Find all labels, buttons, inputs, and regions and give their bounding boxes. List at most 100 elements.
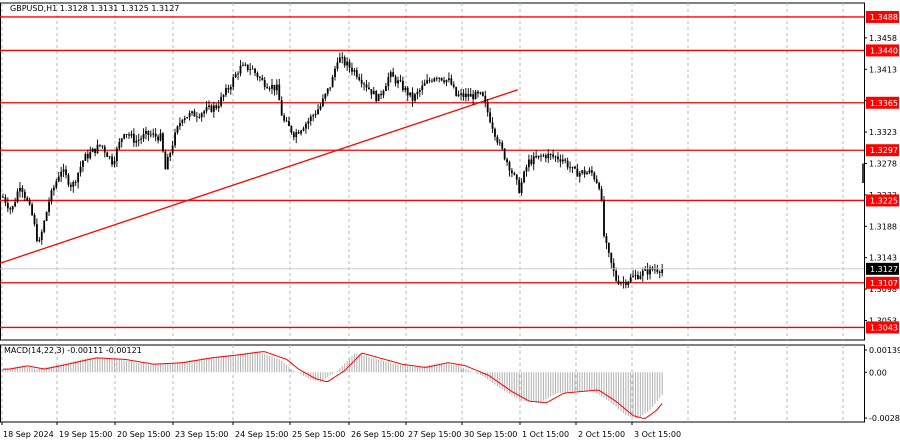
candle-body [515,174,518,180]
candle-body [69,184,72,187]
candle-body [266,87,269,89]
candle-body [448,78,450,80]
candle-body [52,187,55,191]
candle-body [312,115,315,117]
candle-body [394,76,397,84]
price-panel: GBPUSD,H1 1.3128 1.3131 1.3125 1.3127 [0,4,864,329]
candle-body [210,105,213,112]
candle-body [96,144,99,153]
candle-body [317,109,319,115]
candle-body [212,105,215,112]
y-tick-label: 1.3098 [869,285,897,294]
candle-body [227,88,230,90]
candle-body [496,136,499,143]
candle-body [125,134,128,135]
candle-body [506,159,508,163]
candle-body [186,117,189,119]
candle-body [9,208,12,210]
x-tick-label: 25 Sep 15:00 [292,430,345,439]
candle-body [656,269,659,272]
candle-body [530,159,533,165]
candle-body [188,113,191,118]
macd-signal-line [3,351,663,419]
candle-body [421,85,424,91]
candle-body [353,70,356,72]
macd-label: MACD(14,22,3) -0.00111 -0.00121 [4,346,142,355]
candle-body [295,132,298,138]
candle-body [2,196,4,198]
candle-body [200,113,203,118]
candle-body [319,106,322,110]
candle-body [435,78,438,79]
grid [0,2,865,423]
y-tick-label: 1.3458 [869,34,897,43]
candle-body [79,166,82,173]
candle-body [280,100,283,116]
candle-body [130,133,133,136]
candle-body [426,80,428,84]
candle-body [159,133,162,141]
candle-body [598,182,601,189]
candle-body [457,94,460,96]
candle-body [494,128,496,137]
candle-body [149,134,152,136]
candle-body [566,160,569,168]
candle-body [174,132,176,146]
candle-body [469,94,472,97]
candle-body [33,215,36,225]
candle-body [520,182,523,194]
candle-body [578,172,581,177]
y-tick-label: 1.3143 [869,254,897,263]
candle-body [622,281,625,283]
candle-body [586,172,588,175]
candle-body [518,179,521,194]
candle-body [222,94,225,97]
candle-body [368,87,370,90]
candle-body [489,112,492,123]
candle-body [331,77,334,88]
candle-body [610,252,613,263]
candle-body [590,170,593,173]
x-tick-label: 2 Oct 15:00 [578,430,625,439]
candle-body [91,148,94,153]
candle-body [346,61,349,66]
candle-body [644,268,647,271]
candle-body [498,142,501,144]
candle-body [6,203,9,209]
candle-body [11,206,14,210]
candle-body [191,111,193,114]
candle-body [414,94,416,101]
macd-y-tick-label: -0.00285 [869,414,900,423]
candle-body [307,120,310,124]
candle-body [57,176,60,182]
candle-body [271,84,273,89]
candle-body [302,128,305,131]
candle-body [397,80,399,84]
candle-body [547,153,550,159]
x-tick-label: 23 Sep 15:00 [175,430,228,439]
candle-body [561,159,564,162]
level-label: 1.3297 [870,146,898,155]
candle-body [217,105,220,109]
candle-body [479,92,482,94]
candle-body [341,57,344,59]
candle-body [549,153,552,155]
candle-body [128,134,130,136]
x-tick-label: 24 Sep 15:00 [235,430,288,439]
candle-body [649,267,651,275]
candle-body [43,220,46,232]
candle-body [166,156,169,170]
candle-body [370,89,373,95]
candle-body [179,122,181,127]
candle-body [389,72,392,78]
candle-body [363,83,365,85]
candle-body [208,105,210,108]
candle-body [595,179,598,183]
level-label-bg [866,10,899,23]
candle-body [477,91,479,94]
y-tick-label: 1.3188 [869,222,897,231]
candle-body [384,86,387,91]
candle-body [503,148,506,160]
candle-body [343,57,346,66]
candle-body [171,145,174,153]
